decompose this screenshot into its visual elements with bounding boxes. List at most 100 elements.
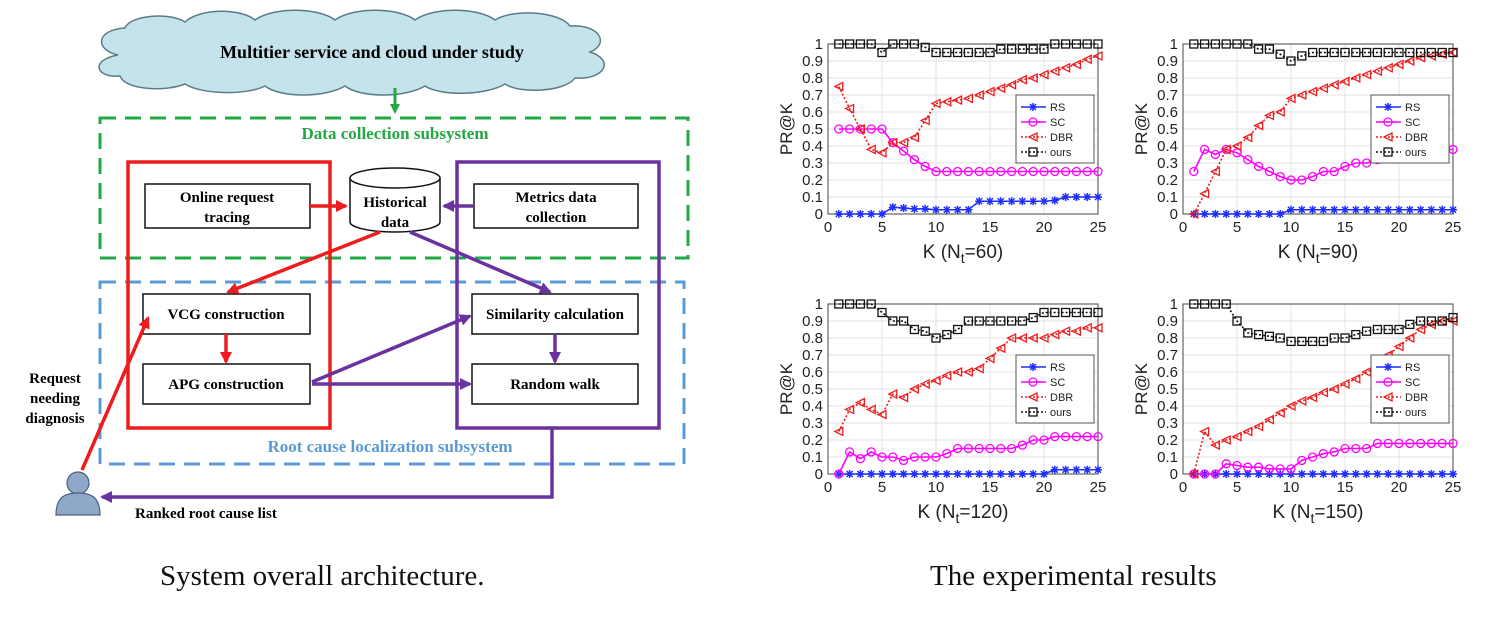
data-point-ours (1297, 336, 1307, 347)
data-point-DBR (1038, 69, 1049, 80)
y-axis-label: PR@K (777, 362, 796, 415)
metrics-collection-box: Metrics data collection (473, 183, 639, 229)
x-tick-label: 20 (1391, 479, 1408, 496)
data-point-DBR (844, 103, 855, 114)
data-point-ours (1243, 39, 1253, 49)
data-point-SC (1318, 448, 1329, 459)
user-label-line1: Request (29, 371, 81, 387)
svg-text:APG construction: APG construction (168, 377, 284, 393)
data-point-SC (1340, 161, 1350, 172)
series-line-SC (838, 435, 1098, 475)
legend-marker-DBR (1382, 131, 1393, 143)
y-tick-label: 0.5 (1157, 121, 1178, 138)
y-tick-label: 0.4 (1157, 398, 1178, 415)
data-point-SC (1243, 154, 1253, 165)
data-point-SC (1264, 464, 1275, 474)
plot-frame (827, 43, 1099, 215)
data-point-DBR (1339, 76, 1350, 87)
x-tick-label: 5 (1233, 479, 1241, 496)
data-point-DBR (1027, 72, 1038, 84)
data-point-RS (1319, 205, 1328, 214)
data-point-SC (1405, 438, 1415, 449)
data-point-DBR (887, 137, 898, 148)
data-point-DBR (898, 392, 909, 403)
data-point-DBR (1188, 468, 1199, 480)
series-line-ours (1193, 303, 1454, 343)
x-tick-label: 0 (1179, 219, 1187, 236)
y-tick-label: 0.4 (802, 138, 823, 155)
y-tick-label: 0.1 (1157, 189, 1178, 206)
x-tick-label: 15 (1337, 479, 1354, 496)
data-point-RS (1362, 470, 1371, 478)
legend-label-ours: ours (1050, 407, 1072, 419)
data-point-DBR (1016, 74, 1028, 85)
data-point-SC (985, 443, 995, 454)
data-point-ours (1253, 329, 1264, 340)
data-point-DBR (1016, 332, 1028, 344)
legend-label-ours: ours (1405, 147, 1427, 159)
data-point-RS (1072, 193, 1081, 201)
data-point-RS (1243, 470, 1252, 478)
y-tick-label: 0.2 (1157, 432, 1178, 449)
data-point-ours (1071, 307, 1082, 318)
data-point-ours (1318, 47, 1329, 58)
data-point-DBR (1006, 332, 1017, 344)
data-point-ours (1028, 312, 1038, 323)
data-point-RS (1061, 193, 1070, 201)
y-axis-label: PR@K (1132, 362, 1151, 415)
data-point-SC (1028, 166, 1038, 177)
svg-text:VCG construction: VCG construction (167, 307, 285, 323)
data-point-SC (1232, 148, 1242, 158)
data-point-ours (1351, 329, 1361, 340)
data-point-SC (1199, 469, 1210, 479)
data-point-ours (866, 39, 876, 49)
y-tick-label: 0.3 (802, 415, 823, 432)
architecture-diagram: Multitier service and cloud under study … (25, 9, 690, 522)
data-point-DBR (1209, 166, 1221, 177)
legend-label-SC: SC (1050, 117, 1065, 129)
legend-label-RS: RS (1050, 362, 1065, 374)
data-point-ours (1329, 47, 1339, 58)
data-point-ours (1361, 326, 1372, 336)
data-point-ours (1318, 336, 1329, 347)
data-point-ours (996, 316, 1006, 326)
caption-left: System overall architecture. (160, 560, 485, 592)
data-point-RS (1341, 470, 1349, 478)
data-point-DBR (1317, 83, 1329, 94)
data-point-RS (1308, 205, 1317, 214)
x-tick-label: 20 (1036, 219, 1053, 236)
y-tick-label: 0.8 (1157, 70, 1178, 87)
data-point-SC (1383, 438, 1393, 449)
data-point-SC (985, 166, 995, 177)
svg-text:tracing: tracing (204, 210, 250, 226)
data-point-DBR (952, 366, 963, 378)
data-point-DBR (1253, 421, 1264, 432)
data-point-RS (932, 205, 940, 214)
data-point-DBR (865, 144, 876, 155)
data-point-SC (1199, 144, 1210, 155)
data-point-SC (1426, 438, 1437, 449)
data-point-RS (1276, 470, 1285, 478)
y-tick-label: 1 (1170, 296, 1178, 313)
data-point-ours (1286, 56, 1296, 66)
y-tick-label: 0.7 (802, 87, 823, 104)
legend-label-DBR: DBR (1050, 132, 1073, 144)
y-tick-label: 0.9 (802, 313, 823, 330)
data-point-DBR (1231, 431, 1242, 442)
data-point-ours (963, 47, 974, 58)
ranked-root-cause-label: Ranked root cause list (135, 506, 277, 522)
y-tick-label: 1 (815, 296, 823, 313)
data-point-DBR (973, 89, 984, 101)
y-tick-label: 0 (815, 206, 823, 223)
data-point-ours (931, 47, 941, 58)
data-point-SC (1039, 166, 1049, 177)
svg-text:Similarity calculation: Similarity calculation (486, 307, 625, 323)
x-tick-label: 15 (982, 479, 999, 496)
data-point-DBR (1242, 132, 1253, 143)
data-point-SC (1221, 459, 1231, 469)
data-point-SC (1050, 431, 1060, 442)
data-point-DBR (1242, 426, 1253, 437)
data-point-ours (920, 326, 930, 336)
data-point-RS (1373, 205, 1382, 214)
legend-label-SC: SC (1405, 117, 1420, 129)
